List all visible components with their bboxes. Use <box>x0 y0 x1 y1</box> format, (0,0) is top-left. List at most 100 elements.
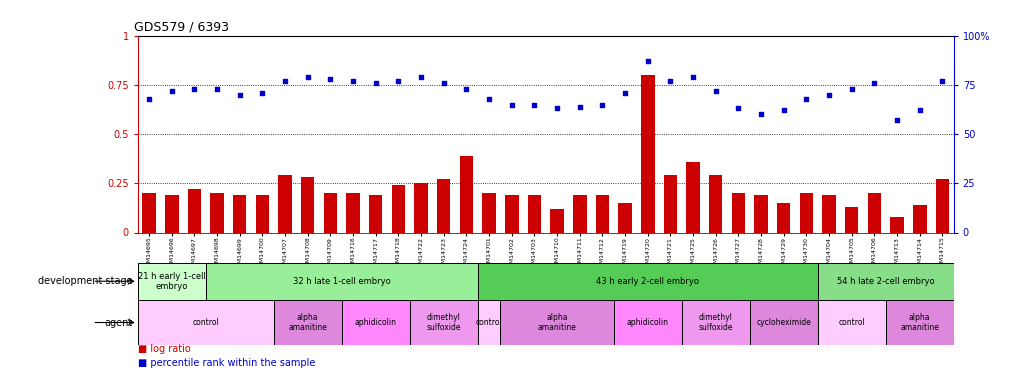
Text: GDS579 / 6393: GDS579 / 6393 <box>133 20 228 33</box>
Bar <box>613 300 681 345</box>
Bar <box>821 195 835 232</box>
Bar <box>573 195 586 232</box>
Text: control: control <box>838 318 864 327</box>
Point <box>798 96 814 102</box>
Point <box>276 78 292 84</box>
Bar <box>460 156 473 232</box>
Bar <box>436 179 450 232</box>
Bar <box>776 203 790 232</box>
Bar <box>410 300 477 345</box>
Bar <box>256 195 269 232</box>
Text: 21 h early 1-cell
embryо: 21 h early 1-cell embryо <box>138 272 206 291</box>
Point <box>141 96 157 102</box>
Bar <box>341 300 410 345</box>
Point <box>526 102 542 108</box>
Bar <box>477 300 500 345</box>
Bar <box>549 209 564 232</box>
Bar <box>884 300 953 345</box>
Text: control: control <box>475 318 502 327</box>
Bar <box>708 176 721 232</box>
Bar <box>301 177 314 232</box>
Bar <box>138 262 206 300</box>
Bar <box>414 183 427 232</box>
Point <box>911 107 927 113</box>
Text: 43 h early 2-cell embryo: 43 h early 2-cell embryo <box>596 277 698 286</box>
Point <box>661 78 678 84</box>
Bar <box>663 176 677 232</box>
Point <box>684 74 700 80</box>
Bar <box>273 300 341 345</box>
Bar <box>187 189 201 232</box>
Point <box>774 107 791 113</box>
Bar <box>278 176 291 232</box>
Bar <box>500 300 613 345</box>
Bar <box>527 195 541 232</box>
Text: 54 h late 2-cell embryo: 54 h late 2-cell embryo <box>836 277 933 286</box>
Bar <box>232 195 247 232</box>
Point <box>571 104 587 110</box>
Text: ■ percentile rank within the sample: ■ percentile rank within the sample <box>138 358 315 368</box>
Bar <box>504 195 518 232</box>
Bar <box>165 195 178 232</box>
Bar <box>206 262 477 300</box>
Point <box>254 90 270 96</box>
Text: ■ log ratio: ■ log ratio <box>138 344 191 354</box>
Text: alpha
amanitine: alpha amanitine <box>288 313 327 332</box>
Text: cycloheximide: cycloheximide <box>755 318 810 327</box>
Point <box>730 105 746 111</box>
Point <box>413 74 429 80</box>
Bar <box>477 262 817 300</box>
Bar <box>681 300 749 345</box>
Point <box>209 86 225 92</box>
Bar <box>595 195 608 232</box>
Point <box>503 102 520 108</box>
Bar <box>867 193 880 232</box>
Bar <box>323 193 337 232</box>
Bar <box>345 193 360 232</box>
Bar <box>138 300 273 345</box>
Point <box>344 78 361 84</box>
Bar <box>799 193 812 232</box>
Point <box>888 117 904 123</box>
Bar <box>618 203 631 232</box>
Bar <box>817 300 884 345</box>
Bar <box>844 207 858 232</box>
Point <box>639 58 655 64</box>
Point <box>933 78 950 84</box>
Point <box>435 80 451 86</box>
Bar <box>482 193 495 232</box>
Point <box>820 92 837 98</box>
Point <box>616 90 633 96</box>
Text: dimethyl
sulfoxide: dimethyl sulfoxide <box>426 313 461 332</box>
Bar <box>817 262 953 300</box>
Point <box>548 105 565 111</box>
Text: alpha
amanitine: alpha amanitine <box>900 313 938 332</box>
Point <box>752 111 768 117</box>
Text: alpha
amanitine: alpha amanitine <box>537 313 576 332</box>
Bar <box>686 162 699 232</box>
Text: development stage: development stage <box>38 276 132 286</box>
Bar <box>934 179 949 232</box>
Text: dimethyl
sulfoxide: dimethyl sulfoxide <box>698 313 733 332</box>
Text: aphidicolin: aphidicolin <box>626 318 668 327</box>
Bar <box>142 193 156 232</box>
Bar <box>749 300 817 345</box>
Point <box>707 88 723 94</box>
Text: agent: agent <box>104 318 132 327</box>
Bar <box>210 193 223 232</box>
Text: 32 h late 1-cell embryo: 32 h late 1-cell embryo <box>292 277 390 286</box>
Point <box>186 86 203 92</box>
Point <box>322 76 338 82</box>
Point <box>843 86 859 92</box>
Bar <box>369 195 382 232</box>
Point <box>480 96 496 102</box>
Bar <box>391 185 405 232</box>
Point <box>865 80 881 86</box>
Bar <box>890 217 903 232</box>
Point <box>231 92 248 98</box>
Bar <box>640 75 654 232</box>
Text: control: control <box>193 318 219 327</box>
Point <box>594 102 610 108</box>
Point <box>367 80 383 86</box>
Point <box>300 74 316 80</box>
